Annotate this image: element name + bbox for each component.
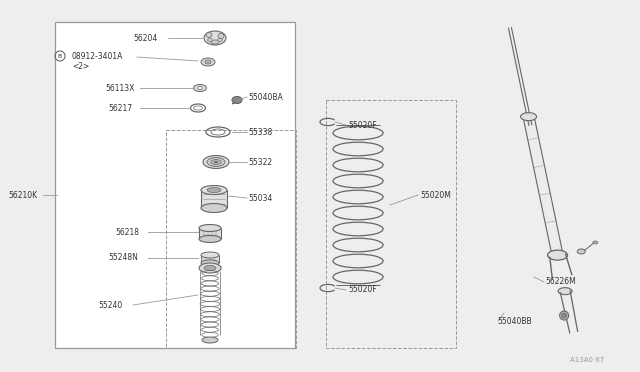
- Text: 55322: 55322: [248, 157, 272, 167]
- Text: 56226M: 56226M: [545, 278, 576, 286]
- Text: 55040BB: 55040BB: [497, 317, 532, 327]
- Ellipse shape: [548, 250, 568, 260]
- Ellipse shape: [211, 40, 219, 44]
- Text: <2>: <2>: [72, 61, 89, 71]
- Ellipse shape: [201, 260, 219, 266]
- Bar: [326, 100, 456, 348]
- Ellipse shape: [201, 252, 219, 258]
- Text: 55240: 55240: [98, 301, 122, 310]
- Text: 56204: 56204: [133, 33, 157, 42]
- Ellipse shape: [199, 263, 221, 273]
- Ellipse shape: [218, 38, 223, 42]
- Text: 56217: 56217: [108, 103, 132, 112]
- Text: 55020F: 55020F: [348, 285, 376, 295]
- Bar: [166, 130, 296, 348]
- Ellipse shape: [203, 155, 229, 169]
- Ellipse shape: [193, 106, 202, 110]
- Text: 56113X: 56113X: [105, 83, 134, 93]
- Ellipse shape: [204, 31, 226, 45]
- Polygon shape: [523, 116, 563, 256]
- Ellipse shape: [520, 113, 536, 121]
- Text: 55248N: 55248N: [108, 253, 138, 263]
- Ellipse shape: [558, 288, 572, 295]
- Bar: [201, 255, 219, 263]
- Ellipse shape: [214, 161, 218, 163]
- Ellipse shape: [198, 87, 202, 90]
- Text: 56218: 56218: [115, 228, 139, 237]
- Text: 55020M: 55020M: [420, 190, 451, 199]
- Ellipse shape: [199, 224, 221, 231]
- Ellipse shape: [205, 60, 211, 64]
- Ellipse shape: [202, 337, 218, 343]
- Text: B: B: [57, 54, 61, 58]
- Ellipse shape: [232, 96, 242, 103]
- Text: A13A0 67: A13A0 67: [570, 357, 604, 363]
- Text: 08912-3401A: 08912-3401A: [72, 51, 124, 61]
- Bar: [199, 228, 221, 239]
- Ellipse shape: [201, 203, 227, 212]
- Text: 56210K: 56210K: [8, 190, 37, 199]
- Text: 55020F: 55020F: [348, 121, 376, 129]
- Ellipse shape: [201, 186, 227, 195]
- Ellipse shape: [577, 249, 586, 254]
- Ellipse shape: [201, 58, 215, 66]
- Ellipse shape: [207, 157, 225, 167]
- Text: 55034: 55034: [248, 193, 273, 202]
- Ellipse shape: [207, 187, 221, 192]
- Ellipse shape: [206, 32, 212, 38]
- Polygon shape: [55, 22, 295, 348]
- Bar: [201, 190, 227, 208]
- Ellipse shape: [559, 311, 569, 320]
- Ellipse shape: [204, 266, 216, 270]
- Ellipse shape: [199, 235, 221, 243]
- Ellipse shape: [218, 33, 224, 38]
- Ellipse shape: [211, 160, 221, 164]
- Text: 55040BA: 55040BA: [248, 93, 283, 102]
- Ellipse shape: [562, 313, 566, 318]
- Ellipse shape: [193, 84, 207, 92]
- Ellipse shape: [207, 38, 212, 42]
- Ellipse shape: [593, 241, 598, 244]
- Text: 55338: 55338: [248, 128, 272, 137]
